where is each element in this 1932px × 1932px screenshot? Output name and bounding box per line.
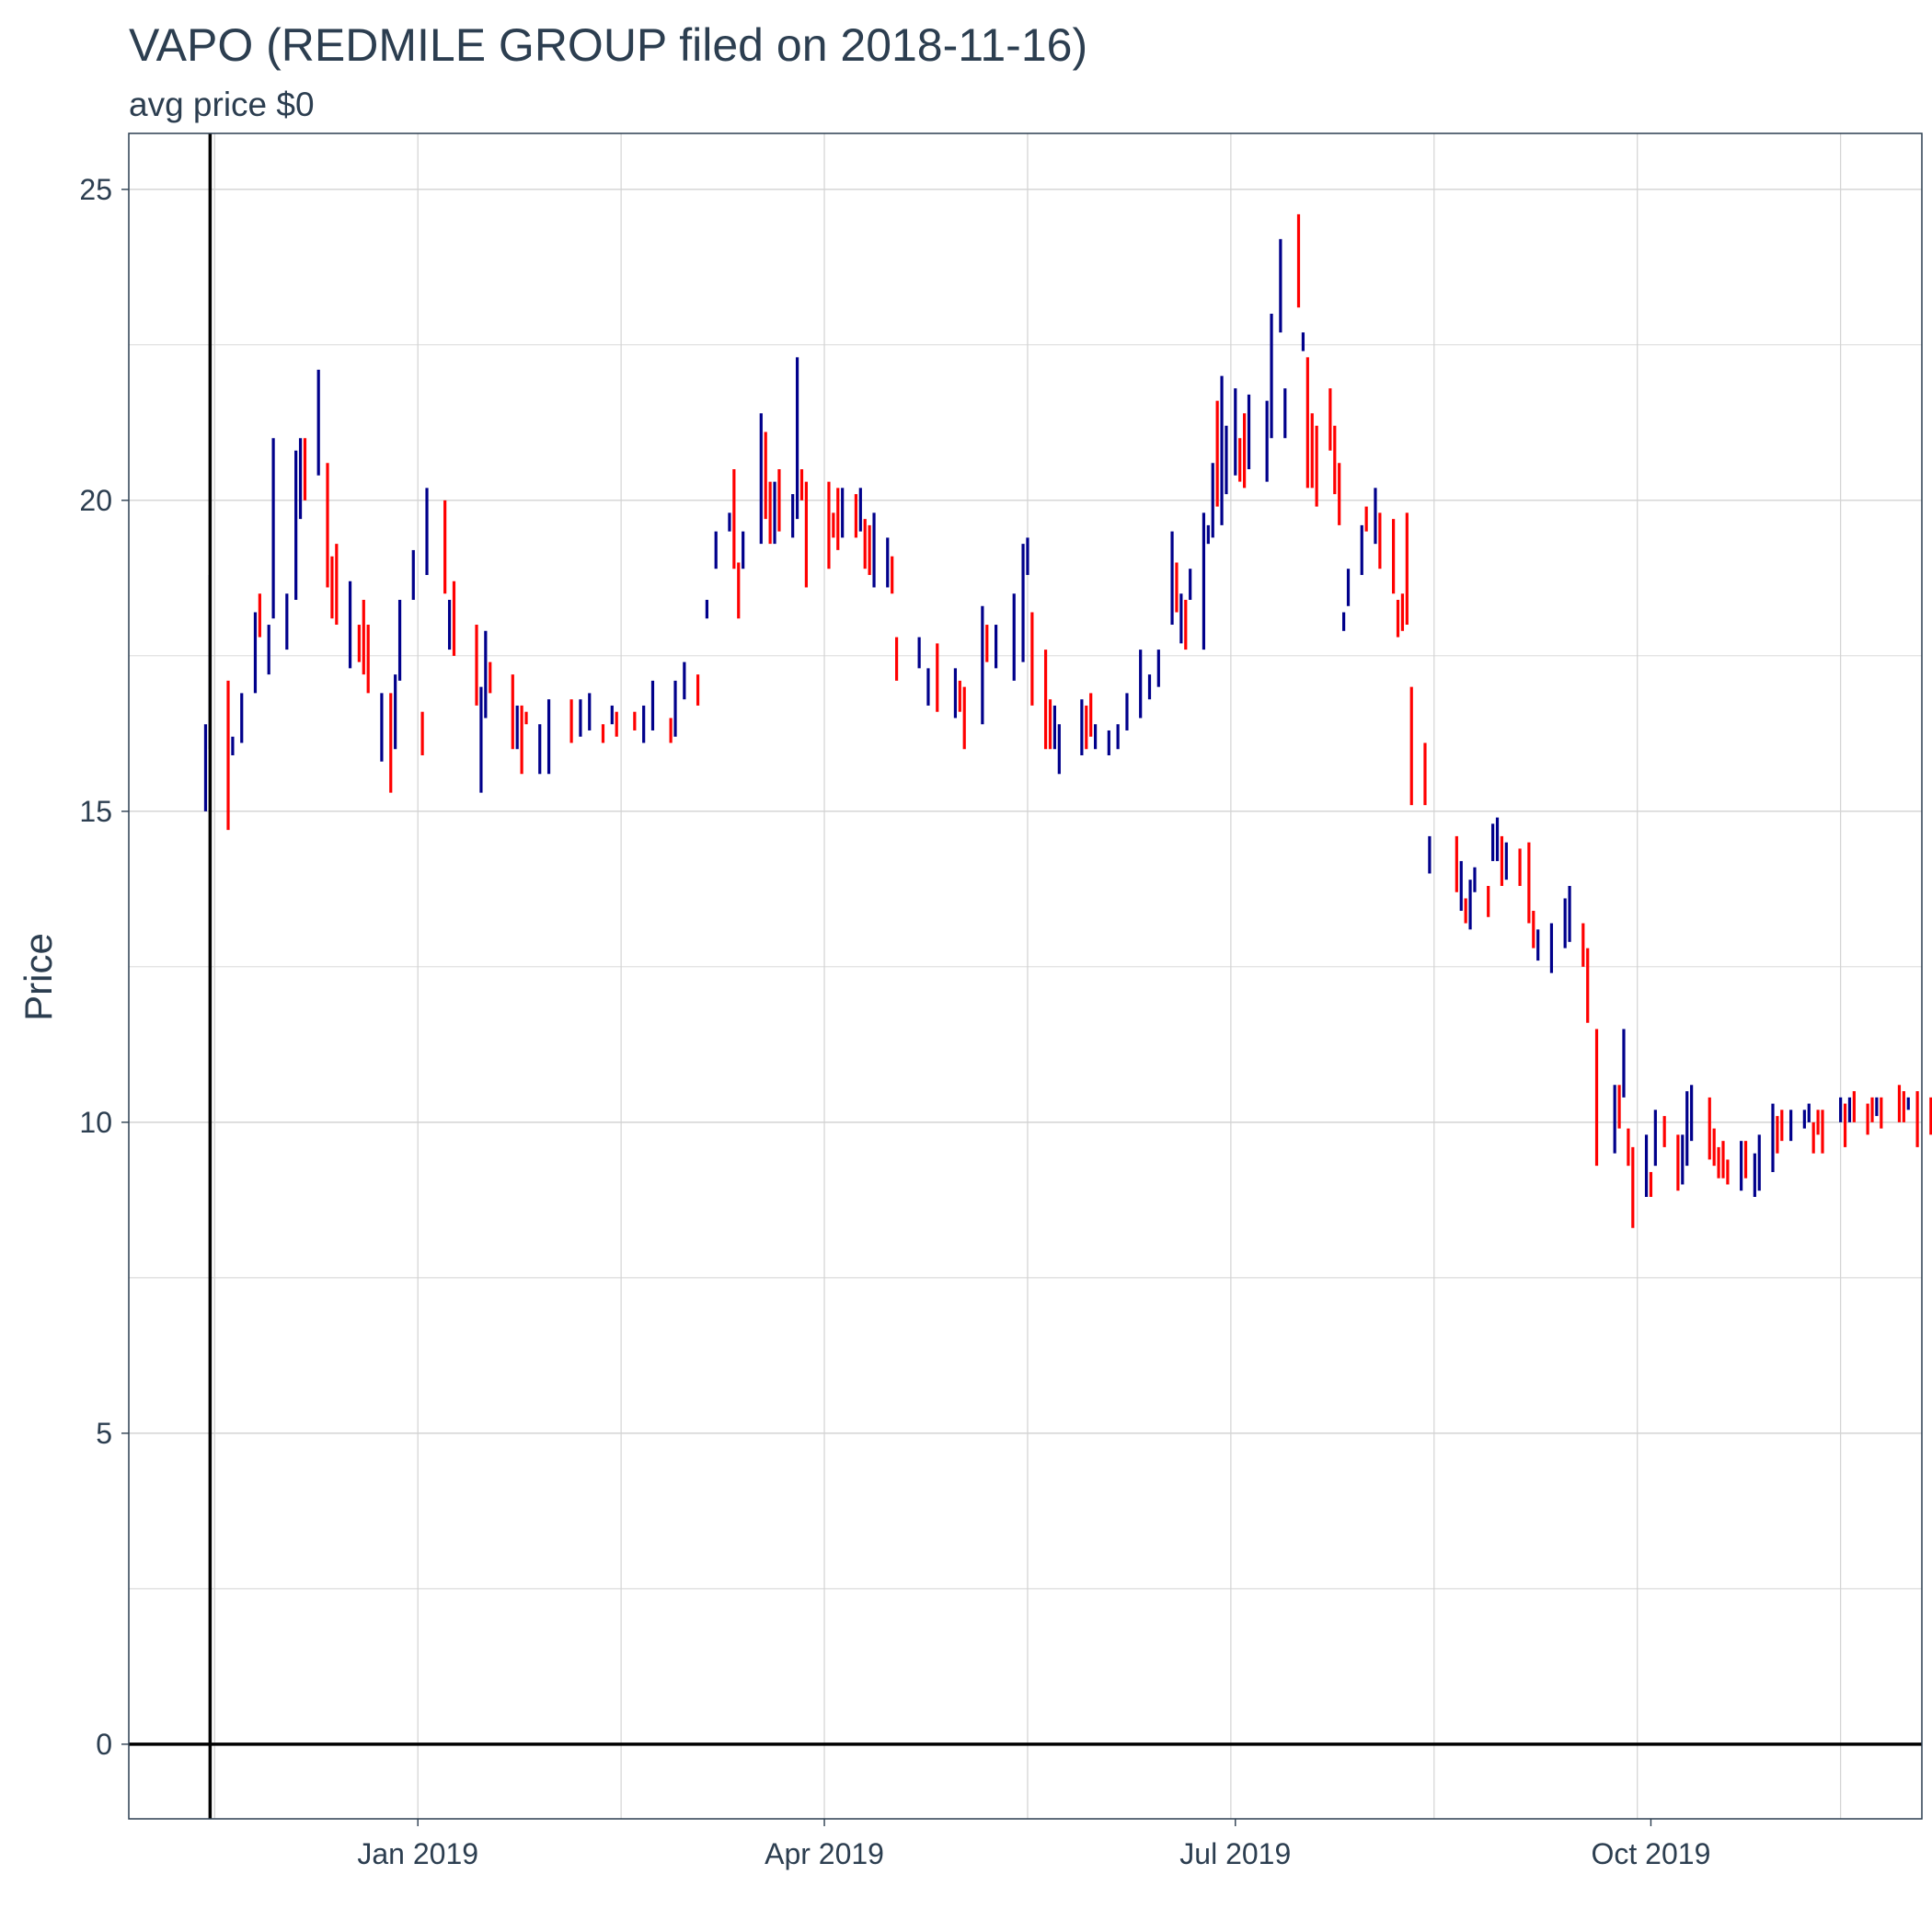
plot-grid <box>129 133 1922 1819</box>
y-tick-label: 15 <box>79 795 112 828</box>
plot-marks <box>203 213 1932 1228</box>
chart-title: VAPO (REDMILE GROUP filed on 2018-11-16) <box>129 19 1087 71</box>
x-tick-label: Oct 2019 <box>1592 1837 1711 1870</box>
plot-border <box>128 132 1923 1820</box>
y-tick-label: 5 <box>96 1417 112 1450</box>
x-tick-label: Apr 2019 <box>765 1837 884 1870</box>
y-axis-label: Price <box>17 933 60 1021</box>
y-axis: 0 5 10 15 20 25 <box>79 173 129 1761</box>
reference-lines <box>129 133 1922 1819</box>
x-tick-label: Jul 2019 <box>1179 1837 1291 1870</box>
y-tick-label: 0 <box>96 1728 112 1761</box>
y-tick-label: 10 <box>79 1106 112 1139</box>
chart-subtitle: avg price $0 <box>129 86 315 123</box>
y-tick-label: 25 <box>79 173 112 206</box>
x-tick-label: Jan 2019 <box>357 1837 478 1870</box>
x-axis: Jan 2019 Apr 2019 Jul 2019 Oct 2019 <box>357 1819 1710 1870</box>
y-tick-label: 20 <box>79 484 112 517</box>
